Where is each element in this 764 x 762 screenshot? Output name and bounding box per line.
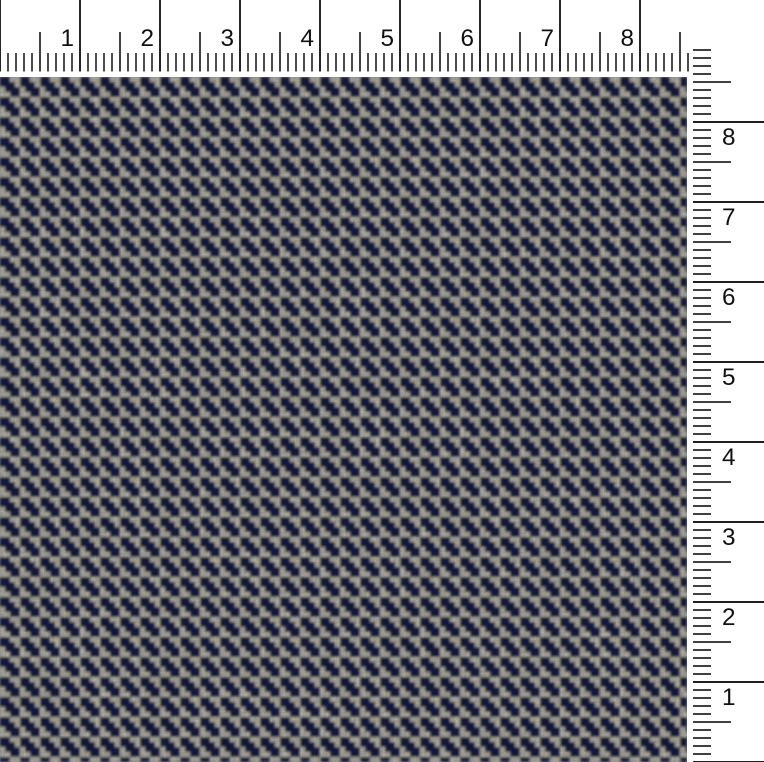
svg-text:2: 2 — [722, 604, 736, 631]
svg-text:4: 4 — [300, 25, 314, 52]
svg-text:6: 6 — [460, 25, 474, 52]
svg-text:3: 3 — [722, 524, 736, 551]
svg-text:5: 5 — [722, 364, 736, 391]
svg-text:1: 1 — [60, 25, 74, 52]
svg-text:3: 3 — [220, 25, 234, 52]
svg-text:2: 2 — [140, 25, 154, 52]
svg-text:4: 4 — [722, 444, 736, 471]
svg-text:8: 8 — [620, 25, 634, 52]
svg-text:7: 7 — [540, 25, 554, 52]
svg-text:8: 8 — [722, 124, 736, 151]
svg-text:1: 1 — [722, 684, 736, 711]
svg-text:7: 7 — [722, 204, 736, 231]
svg-text:6: 6 — [722, 284, 736, 311]
svg-text:5: 5 — [380, 25, 394, 52]
